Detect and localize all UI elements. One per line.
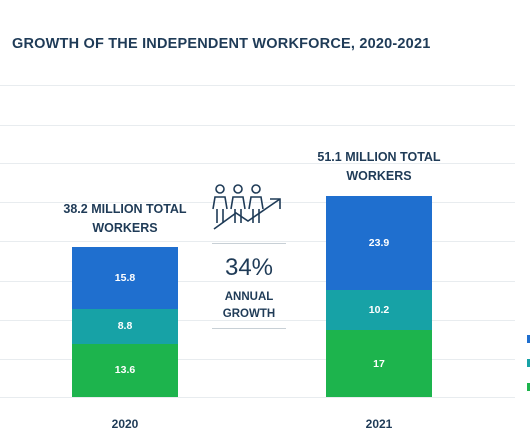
bar-segment: 13.6	[72, 343, 178, 397]
data-label: 15.8	[114, 271, 136, 284]
x-tick-label: 2021	[365, 417, 393, 431]
gridline	[0, 163, 515, 164]
bar-segment: 17	[326, 330, 432, 397]
data-label: 13.6	[114, 364, 136, 377]
growth-label-line1: ANNUAL	[224, 291, 274, 303]
x-tick-label: 2020	[111, 417, 139, 431]
data-label: 8.8	[117, 320, 133, 333]
people-growth-icon	[212, 184, 281, 230]
bar-segment: 8.8	[72, 308, 178, 344]
chart-title: GROWTH OF THE INDEPENDENT WORKFORCE, 202…	[12, 36, 431, 52]
gridline	[0, 397, 515, 398]
data-label: 10.2	[368, 304, 390, 317]
legend-swatch-blue	[527, 335, 530, 343]
bar-segment: 15.8	[72, 246, 178, 309]
gridline	[0, 125, 515, 126]
growth-percentage: 34%	[224, 254, 274, 281]
growth-rule-top	[212, 243, 286, 244]
bar-segment: 10.2	[326, 290, 432, 331]
bar-segment: 23.9	[326, 196, 432, 291]
data-label: 17	[373, 357, 385, 370]
gridline	[0, 320, 515, 321]
growth-rule-bottom	[212, 328, 286, 329]
gridline	[0, 85, 515, 86]
bar-total-label: 51.1 MILLION TOTAL WORKERS	[317, 150, 441, 183]
growth-label: ANNUAL GROWTH	[204, 289, 294, 323]
gridline	[0, 359, 515, 360]
gridline	[0, 241, 515, 242]
legend-swatch-green	[527, 383, 530, 391]
bar-total-label: 38.2 MILLION TOTAL WORKERS	[63, 202, 187, 235]
growth-label-line2: GROWTH	[222, 308, 276, 320]
data-label: 23.9	[368, 237, 390, 250]
gridline	[0, 202, 515, 203]
gridline	[0, 281, 515, 282]
legend-swatch-teal	[527, 359, 530, 367]
